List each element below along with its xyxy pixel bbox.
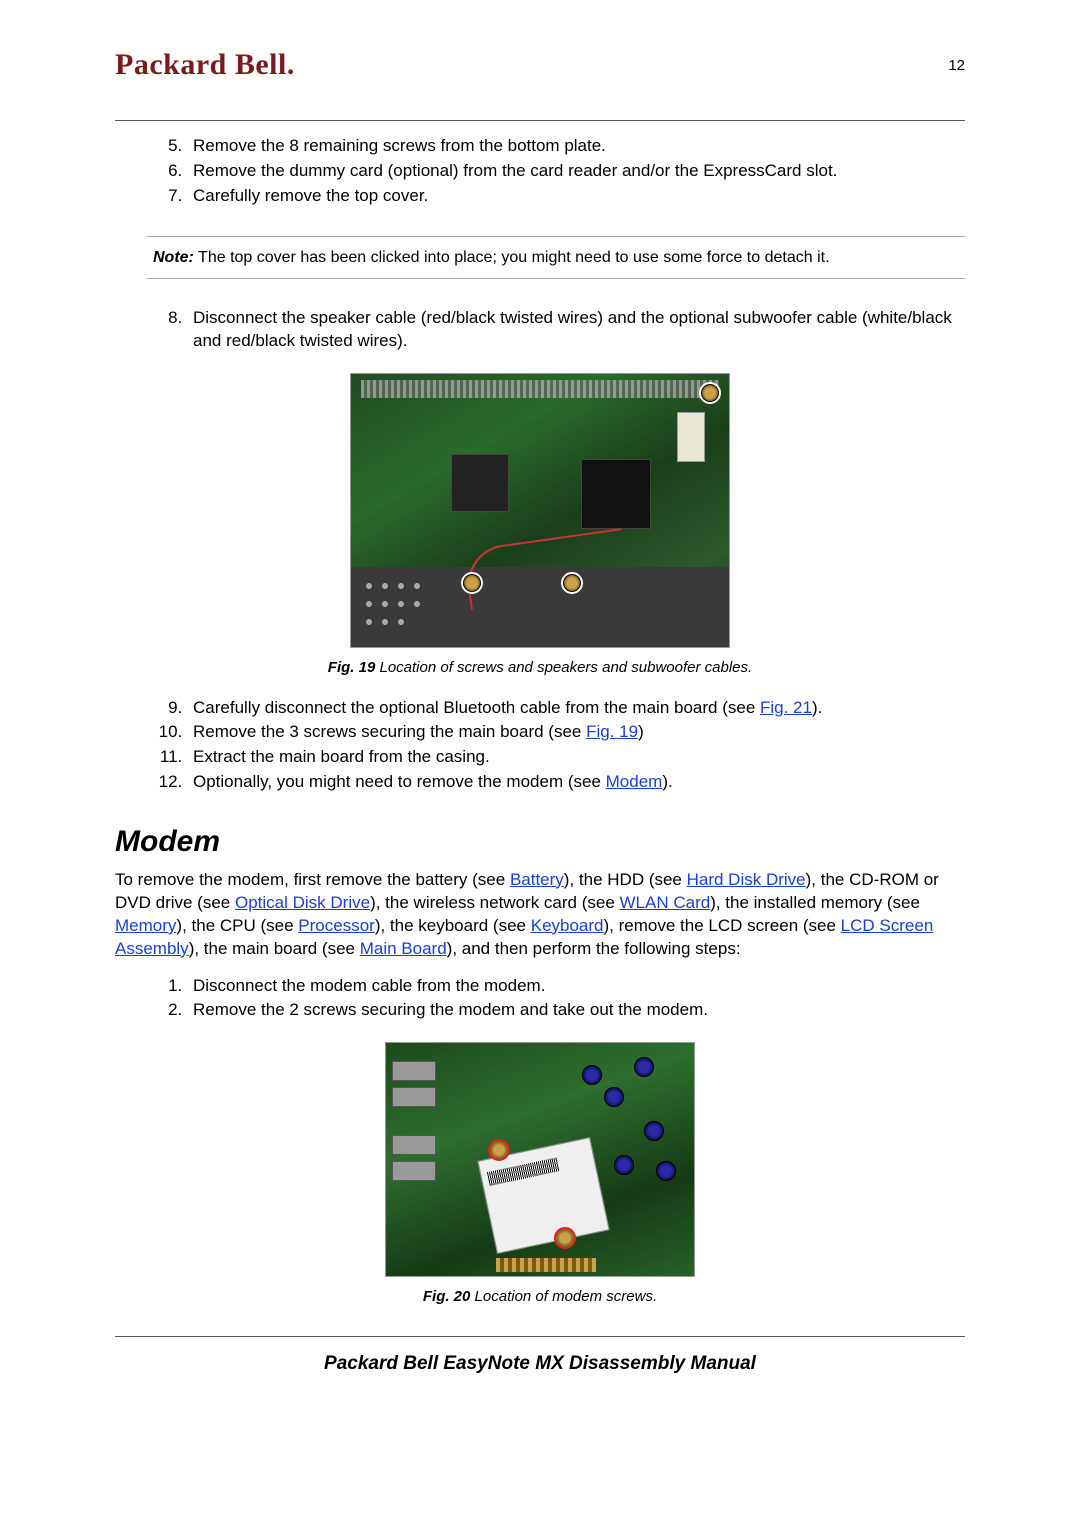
cross-ref-link[interactable]: Memory bbox=[115, 916, 176, 935]
note-text: The top cover has been clicked into plac… bbox=[194, 249, 830, 266]
footer-title: Packard Bell EasyNote MX Disassembly Man… bbox=[115, 1351, 965, 1377]
figure-20: Fig. 20 Location of modem screws. bbox=[115, 1042, 965, 1307]
step-item: Carefully disconnect the optional Blueto… bbox=[187, 697, 965, 720]
figure-label: Fig. 19 bbox=[328, 659, 376, 676]
step-item: Disconnect the speaker cable (red/black … bbox=[187, 307, 965, 353]
section-title-modem: Modem bbox=[115, 822, 965, 863]
step-item: Carefully remove the top cover. bbox=[187, 185, 965, 208]
figure-20-caption: Fig. 20 Location of modem screws. bbox=[115, 1287, 965, 1307]
figure-caption-text: Location of screws and speakers and subw… bbox=[375, 659, 752, 676]
steps-list-b: Disconnect the speaker cable (red/black … bbox=[187, 307, 965, 353]
step-item: Disconnect the modem cable from the mode… bbox=[187, 975, 965, 998]
steps-list-c: Carefully disconnect the optional Blueto… bbox=[187, 697, 965, 795]
step-item: Remove the dummy card (optional) from th… bbox=[187, 160, 965, 183]
cross-ref-link[interactable]: Optical Disk Drive bbox=[235, 893, 370, 912]
header-rule bbox=[115, 120, 965, 121]
figure-19-caption: Fig. 19 Location of screws and speakers … bbox=[115, 658, 965, 678]
cross-ref-link[interactable]: Hard Disk Drive bbox=[687, 870, 806, 889]
cross-ref-link[interactable]: WLAN Card bbox=[620, 893, 711, 912]
cross-ref-link[interactable]: Processor bbox=[298, 916, 375, 935]
figure-19: Fig. 19 Location of screws and speakers … bbox=[115, 373, 965, 678]
cross-ref-link[interactable]: Keyboard bbox=[531, 916, 604, 935]
figure-caption-text: Location of modem screws. bbox=[470, 1288, 657, 1305]
figure-20-image bbox=[385, 1042, 695, 1277]
screw-marker-icon bbox=[699, 382, 721, 404]
cross-ref-link[interactable]: Modem bbox=[606, 772, 663, 791]
cross-ref-link[interactable]: Fig. 21 bbox=[760, 698, 812, 717]
page-number: 12 bbox=[948, 57, 965, 74]
note-label: Note: bbox=[153, 249, 194, 266]
step-item: Optionally, you might need to remove the… bbox=[187, 771, 965, 794]
figure-label: Fig. 20 bbox=[423, 1288, 471, 1305]
content-body: Remove the 8 remaining screws from the b… bbox=[115, 135, 965, 1376]
figure-19-image bbox=[350, 373, 730, 648]
screw-marker-icon bbox=[554, 1227, 576, 1249]
brand-logo: Packard Bell. bbox=[115, 48, 295, 82]
step-item: Extract the main board from the casing. bbox=[187, 746, 965, 769]
step-item: Remove the 2 screws securing the modem a… bbox=[187, 999, 965, 1022]
step-item: Remove the 8 remaining screws from the b… bbox=[187, 135, 965, 158]
steps-list-a: Remove the 8 remaining screws from the b… bbox=[187, 135, 965, 208]
page: Packard Bell. 12 Remove the 8 remaining … bbox=[0, 0, 1080, 1416]
step-item: Remove the 3 screws securing the main bo… bbox=[187, 721, 965, 744]
cross-ref-link[interactable]: Fig. 19 bbox=[586, 722, 638, 741]
page-header: Packard Bell. 12 bbox=[115, 48, 965, 82]
cross-ref-link[interactable]: Main Board bbox=[360, 939, 447, 958]
steps-list-modem: Disconnect the modem cable from the mode… bbox=[187, 975, 965, 1023]
footer-rule bbox=[115, 1336, 965, 1337]
cross-ref-link[interactable]: LCD Screen Assembly bbox=[115, 916, 933, 958]
cross-ref-link[interactable]: Battery bbox=[510, 870, 564, 889]
modem-intro-paragraph: To remove the modem, first remove the ba… bbox=[115, 869, 965, 961]
note-box: Note: The top cover has been clicked int… bbox=[147, 236, 965, 280]
